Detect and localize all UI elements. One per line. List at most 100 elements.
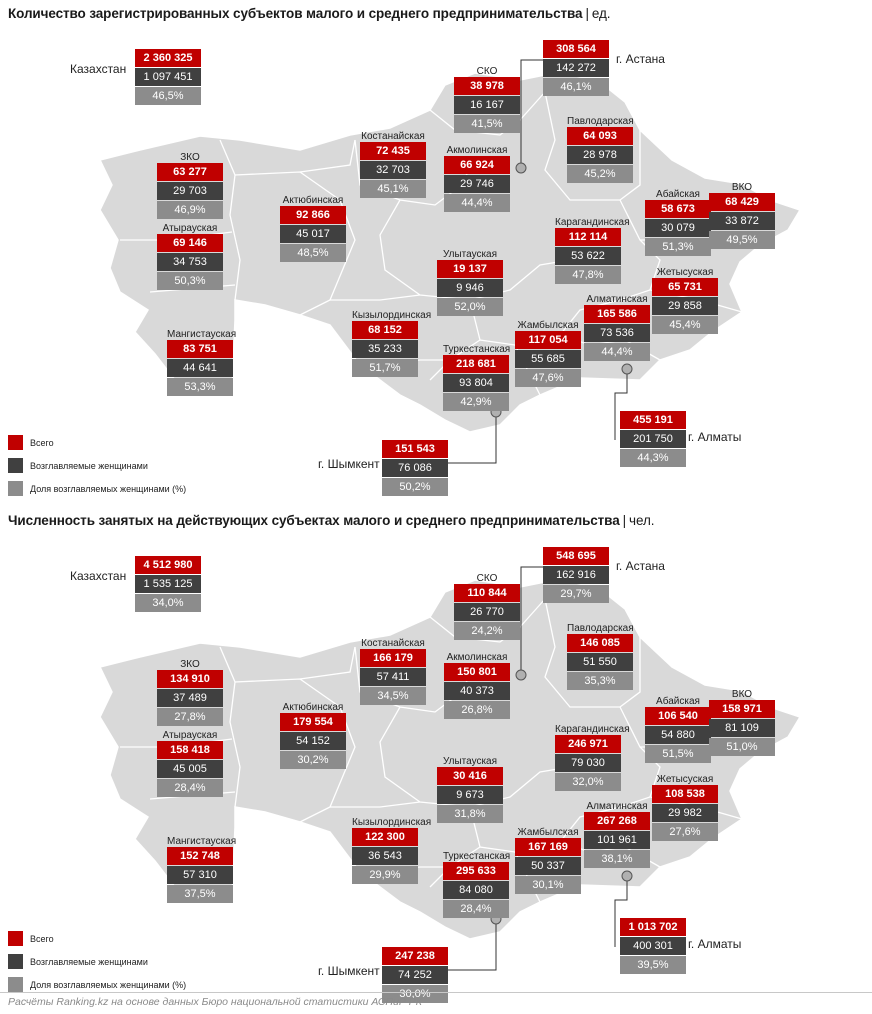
share-value: 28,4% xyxy=(157,779,223,797)
value-stack: 30 416 9 673 31,8% xyxy=(437,767,503,823)
share-value: 47,8% xyxy=(555,266,621,284)
region-astana: 308 564 142 272 46,1% xyxy=(543,40,609,97)
women-value: 93 804 xyxy=(443,374,509,392)
share-value: 46,5% xyxy=(135,87,201,105)
panel-title-text: Количество зарегистрированных субъектов … xyxy=(8,6,583,21)
region-name: Абайская xyxy=(656,696,700,707)
total-value: 179 554 xyxy=(280,713,346,731)
region-name: Актюбинская xyxy=(282,702,344,713)
region-zko: ЗКО 134 910 37 489 27,8% xyxy=(157,659,223,727)
women-value: 76 086 xyxy=(382,459,448,477)
total-value: 108 538 xyxy=(652,785,718,803)
women-value: 57 310 xyxy=(167,866,233,884)
share-value: 44,4% xyxy=(584,343,650,361)
panel-employed-smes: Численность занятых на действующих субъе… xyxy=(0,507,872,1004)
total-value: 267 268 xyxy=(584,812,650,830)
region-pavlodar: Павлодарская 64 093 28 978 45,2% xyxy=(567,116,634,184)
almaty-marker xyxy=(621,363,633,375)
value-stack: 110 844 26 770 24,2% xyxy=(454,584,520,640)
total-value: 106 540 xyxy=(645,707,711,725)
legend-item-share: Доля возглавляемых женщинами (%) xyxy=(8,480,186,497)
region-name: ВКО xyxy=(731,689,753,700)
region-name: ЗКО xyxy=(180,659,200,670)
value-stack: 152 748 57 310 37,5% xyxy=(167,847,233,903)
share-value: 28,4% xyxy=(443,900,509,918)
region-name: Казахстан xyxy=(70,62,127,76)
panel-title-unit: ед. xyxy=(591,6,611,21)
share-value: 50,3% xyxy=(157,272,223,290)
share-value: 45,2% xyxy=(567,165,633,183)
total-value: 19 137 xyxy=(437,260,503,278)
region-name: Алматинская xyxy=(586,294,648,305)
women-value: 74 252 xyxy=(382,966,448,984)
total-value: 246 971 xyxy=(555,735,621,753)
region-almaty-city: 455 191 201 750 44,3% xyxy=(620,411,686,468)
region-karaganda: Карагандинская 112 114 53 622 47,8% xyxy=(555,217,630,285)
women-value: 32 703 xyxy=(360,161,426,179)
total-value: 58 673 xyxy=(645,200,711,218)
region-almaty-reg: Алматинская 165 586 73 536 44,4% xyxy=(584,294,650,362)
share-value: 51,3% xyxy=(645,238,711,256)
women-value: 16 167 xyxy=(454,96,520,114)
region-name: Алматинская xyxy=(586,801,648,812)
women-value: 1 535 125 xyxy=(135,575,201,593)
women-value: 28 978 xyxy=(567,146,633,164)
region-name: Акмолинская xyxy=(446,145,508,156)
region-sko: СКО 38 978 16 167 41,5% xyxy=(454,66,520,134)
value-stack: 166 179 57 411 34,5% xyxy=(360,649,426,705)
value-stack: 179 554 54 152 30,2% xyxy=(280,713,346,769)
total-value: 83 751 xyxy=(167,340,233,358)
region-zhetisu: Жетысуская 65 731 29 858 45,4% xyxy=(652,267,718,335)
total-value: 150 801 xyxy=(444,663,510,681)
women-value: 55 685 xyxy=(515,350,581,368)
region-name: СКО xyxy=(476,66,498,77)
region-kyzylorda: Кызылординская 68 152 35 233 51,7% xyxy=(352,310,431,378)
women-value: 40 373 xyxy=(444,682,510,700)
share-value: 24,2% xyxy=(454,622,520,640)
women-value: 400 301 xyxy=(620,937,686,955)
women-value: 57 411 xyxy=(360,668,426,686)
value-stack: 68 429 33 872 49,5% xyxy=(709,193,775,249)
share-value: 30,2% xyxy=(280,751,346,769)
share-value: 46,1% xyxy=(543,78,609,96)
region-abai: Абайская 58 673 30 079 51,3% xyxy=(645,189,711,257)
region-name: г. Алматы xyxy=(688,937,742,951)
total-value: 38 978 xyxy=(454,77,520,95)
women-value: 54 880 xyxy=(645,726,711,744)
legend-item-women: Возглавляемые женщинами xyxy=(8,457,186,474)
shymkent-connector xyxy=(440,919,497,971)
legend-label-women: Возглавляемые женщинами xyxy=(30,956,148,967)
value-stack: 167 169 50 337 30,1% xyxy=(515,838,581,894)
share-value: 44,3% xyxy=(620,449,686,467)
total-value: 247 238 xyxy=(382,947,448,965)
region-name: Кызылординская xyxy=(352,310,432,321)
region-name: Мангистауская xyxy=(167,836,237,847)
value-stack: 2 360 325 1 097 451 46,5% xyxy=(135,49,201,105)
value-stack: 308 564 142 272 46,1% xyxy=(543,40,609,96)
region-name: Акмолинская xyxy=(446,652,508,663)
total-value: 218 681 xyxy=(443,355,509,373)
region-name: г. Алматы xyxy=(688,430,742,444)
region-name: Атырауская xyxy=(162,223,218,234)
women-value: 9 673 xyxy=(437,786,503,804)
value-stack: 108 538 29 982 27,6% xyxy=(652,785,718,841)
total-value: 117 054 xyxy=(515,331,581,349)
share-value: 29,7% xyxy=(543,585,609,603)
women-value: 142 272 xyxy=(543,59,609,77)
share-value: 41,5% xyxy=(454,115,520,133)
region-mangystau: Мангистауская 152 748 57 310 37,5% xyxy=(167,836,236,904)
total-value: 134 910 xyxy=(157,670,223,688)
region-sko: СКО 110 844 26 770 24,2% xyxy=(454,573,520,641)
value-stack: 66 924 29 746 44,4% xyxy=(444,156,510,212)
women-value: 81 109 xyxy=(709,719,775,737)
women-value: 53 622 xyxy=(555,247,621,265)
share-value: 35,3% xyxy=(567,672,633,690)
value-stack: 146 085 51 550 35,3% xyxy=(567,634,633,690)
almaty-connector xyxy=(614,876,628,947)
share-value: 45,4% xyxy=(652,316,718,334)
women-value: 29 703 xyxy=(157,182,223,200)
region-shymkent: 247 238 74 252 30,0% xyxy=(382,947,448,1004)
region-name: г. Шымкент xyxy=(318,964,380,978)
total-value: 308 564 xyxy=(543,40,609,58)
total-value: 4 512 980 xyxy=(135,556,201,574)
